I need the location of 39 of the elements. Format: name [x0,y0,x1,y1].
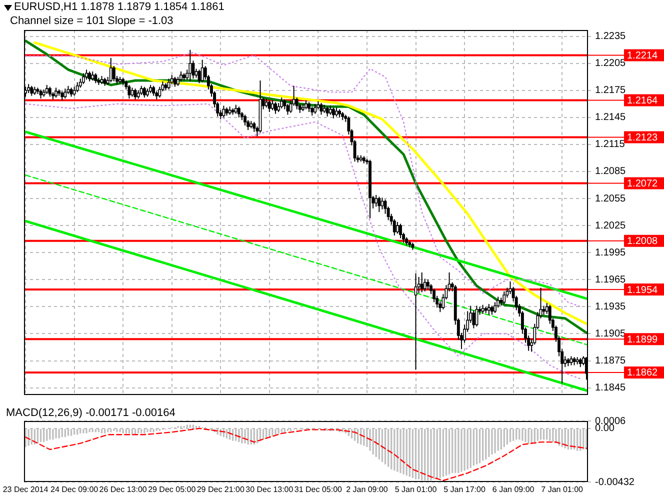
chart-subtitle: Channel size = 101 Slope = -1.03 [10,15,174,27]
y-tick-label: 1.1965 [595,274,626,286]
x-tick-label: 2 Jan 09:00 [346,485,388,494]
y-tick-label: 1.2115 [595,139,626,150]
x-tick-label: 31 Dec 05:00 [294,485,343,494]
x-tick-label: 7 Jan 01:00 [541,485,584,494]
ref-line-label: 1.1899 [627,334,658,346]
x-tick-label: 6 Jan 09:00 [492,485,535,494]
y-tick-label: 1.2025 [595,220,626,232]
ref-line-label: 1.1862 [627,368,658,379]
ref-line-label: 1.2008 [627,236,658,248]
x-tick-label: 30 Dec 13:00 [246,485,294,494]
ref-line-label: 1.2164 [627,96,658,107]
x-tick-label: 24 Dec 09:00 [50,485,99,494]
x-tick-label: 5 Jan 17:00 [444,485,486,494]
y-tick-label: 1.2085 [595,166,626,178]
y-tick-label: 1.1905 [595,328,626,340]
ref-line-label: 1.2214 [627,50,658,62]
x-tick-label: 26 Dec 13:00 [99,485,148,494]
ref-line-label: 1.2072 [627,178,658,190]
x-tick-label: 29 Dec 05:00 [148,485,196,494]
chart-title: EURUSD,H1 1.1878 1.1879 1.1854 1.1861 [14,1,224,13]
y-tick-label: 1.1995 [595,247,626,258]
y-tick-label: 1.2235 [595,31,626,42]
y-tick-label: 1.1845 [595,382,626,394]
x-tick-label: 29 Dec 21:00 [196,485,245,494]
y-tick-label: 1.2205 [595,58,626,70]
y-tick-label: 1.2055 [595,193,626,204]
x-tick-label: 5 Jan 01:00 [394,485,438,494]
y-tick-label: 1.2145 [595,112,626,124]
y-tick-label: 1.2175 [595,85,626,96]
y-tick-label: 1.1875 [595,356,626,367]
y-tick-label: -0.00432 [595,476,635,488]
x-tick-label: 23 Dec 2014 [2,485,49,494]
ref-line-label: 1.2123 [627,132,658,144]
y-tick-label: 1.1935 [595,301,626,312]
ref-line-label: 1.1954 [627,284,658,296]
y-tick-label: 0.00 [595,423,615,434]
chart-title: MACD(12,26,9) -0.00171 -0.00164 [6,407,176,419]
